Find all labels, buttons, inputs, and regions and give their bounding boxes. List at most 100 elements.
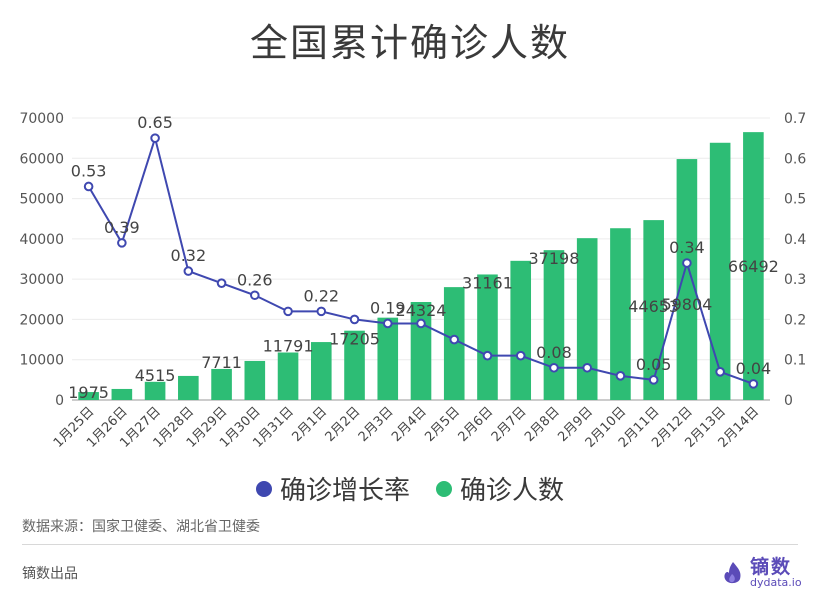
bar	[643, 220, 664, 400]
bar	[676, 159, 698, 400]
bar	[576, 238, 598, 400]
y-tick-label-right: 0.5	[784, 192, 806, 208]
x-tick-label: 2月3日	[356, 404, 397, 445]
y-tick-label-left: 60000	[19, 151, 64, 167]
bar	[211, 368, 232, 400]
y-tick-label-right: 0	[784, 393, 793, 409]
bar-data-label: 37198	[528, 249, 579, 268]
y-tick-label-left: 50000	[19, 192, 64, 208]
brand-flame-icon	[724, 562, 741, 584]
bar	[510, 260, 532, 400]
rate-point	[183, 266, 194, 276]
legend: 确诊增长率 确诊人数	[0, 470, 820, 507]
rate-data-label: 0.19	[370, 298, 406, 317]
rate-point	[382, 318, 393, 329]
legend-rate-label: 确诊增长率	[279, 476, 410, 506]
bar	[477, 274, 498, 400]
legend-cases-label: 确诊人数	[460, 476, 565, 506]
brand-logo: 镝数 dydata.io	[720, 552, 802, 594]
rate-point	[549, 362, 559, 373]
bar-data-label: 44653	[628, 297, 679, 316]
x-tick-label: 2月1日	[289, 404, 330, 445]
rate-point	[416, 318, 426, 329]
y-tick-label-left: 40000	[19, 232, 64, 248]
y-tick-label-left: 0	[55, 393, 64, 409]
credit-text: 镝数出品	[22, 566, 78, 582]
rate-data-label: 0.04	[736, 359, 772, 378]
y-tick-label-right: 0.3	[784, 272, 806, 288]
bar-data-label: 1975	[68, 383, 109, 402]
bar	[743, 132, 764, 400]
rate-point	[515, 350, 526, 361]
x-tick-label: 2月8日	[522, 404, 563, 445]
rate-point	[316, 306, 327, 317]
bar-data-label: 11791	[263, 336, 314, 355]
legend-item-cases[interactable]: 确诊人数	[436, 470, 564, 507]
y-tick-label-right: 0.7	[784, 111, 806, 127]
rate-point	[83, 181, 94, 192]
x-tick-label: 2月5日	[422, 404, 463, 445]
rate-data-label: 0.22	[303, 286, 339, 305]
rate-data-label: 0.34	[669, 238, 705, 257]
bar	[344, 330, 365, 400]
rate-data-label: 0.32	[171, 246, 207, 265]
chart: 0 10000 20000 30000 40000 50000 60000 70000 0 0.1…	[19, 111, 806, 451]
rate-data-label: 0.39	[104, 218, 140, 237]
legend-item-rate[interactable]: 确诊增长率	[255, 470, 410, 507]
data-source-note: 数据来源：国家卫健委、湖北省卫健委	[22, 519, 260, 535]
bar	[144, 381, 166, 400]
x-tick-label: 2月4日	[389, 404, 430, 445]
rate-point	[615, 371, 626, 381]
bar-data-label: 4515	[135, 366, 176, 385]
x-tick-label: 2月6日	[456, 404, 497, 445]
x-tick-label: 2月7日	[489, 404, 530, 445]
rate-point	[250, 290, 260, 301]
legend-rate-marker	[255, 480, 272, 497]
rate-point	[682, 258, 692, 268]
rate-point	[150, 133, 160, 143]
x-tick-label: 2月2日	[323, 404, 364, 445]
rate-point	[283, 306, 293, 317]
chart-title: 全国累计确诊人数	[249, 21, 570, 65]
bar-data-label: 31161	[462, 273, 513, 292]
brand-name: 镝数	[750, 556, 793, 578]
rate-point	[216, 278, 227, 288]
rate-point	[715, 367, 725, 377]
rate-point	[648, 375, 659, 385]
rate-point	[117, 238, 127, 248]
bar	[244, 360, 266, 400]
y-tick-label-right: 0.6	[784, 151, 806, 167]
y-tick-label-right: 0.2	[784, 312, 806, 328]
rate-data-label: 0.08	[536, 343, 572, 362]
bar	[78, 392, 99, 400]
bar	[543, 250, 565, 400]
bar	[377, 317, 399, 400]
y-tick-label-left: 70000	[19, 111, 64, 127]
rate-point	[582, 362, 592, 373]
rate-point	[449, 334, 460, 345]
bar	[111, 388, 133, 400]
bar	[178, 375, 199, 400]
bar-data-label: 59804	[661, 295, 712, 314]
bar	[277, 352, 299, 400]
footer-divider	[22, 544, 798, 545]
rate-point	[482, 350, 493, 361]
y-tick-label-left: 10000	[19, 353, 64, 369]
bar-data-label: 17205	[329, 330, 380, 349]
rate-point	[748, 379, 759, 389]
y-tick-label-right: 0.4	[784, 232, 806, 248]
bar	[709, 142, 731, 401]
rate-data-label: 0.65	[137, 113, 173, 132]
rate-point	[349, 314, 360, 325]
brand-url: dydata.io	[750, 576, 802, 589]
bar	[310, 342, 332, 400]
bar	[610, 228, 631, 400]
rate-data-label: 0.53	[71, 161, 107, 180]
rate-data-label: 0.05	[636, 355, 672, 374]
y-tick-label-right: 0.1	[784, 353, 806, 369]
y-tick-label-left: 20000	[19, 312, 64, 328]
rate-data-label: 0.26	[237, 270, 273, 289]
y-tick-label-left: 30000	[19, 272, 64, 288]
legend-cases-marker	[436, 480, 452, 497]
bar-data-label: 66492	[728, 257, 779, 276]
